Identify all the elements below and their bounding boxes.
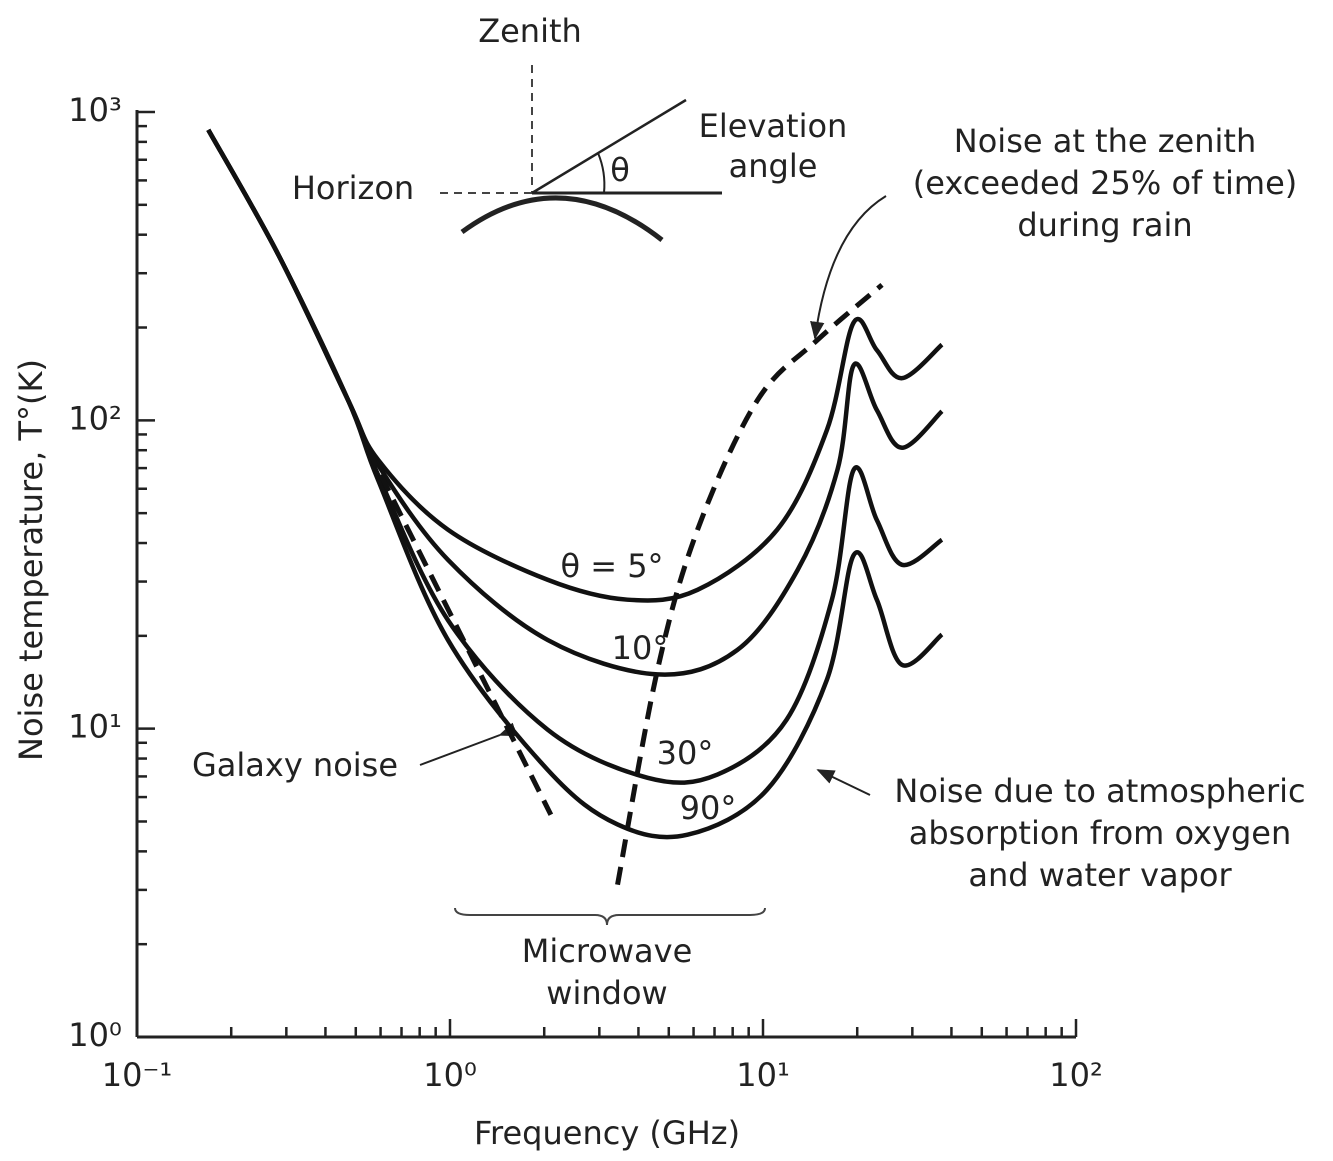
series-label: 30°: [657, 734, 714, 772]
elevation-label: angle: [729, 147, 818, 185]
x-tick-label: 10⁰: [423, 1056, 477, 1094]
y-tick-label: 10²: [68, 399, 122, 437]
galaxy-arrow: [419, 722, 518, 766]
elevation-label: Elevation: [699, 107, 848, 145]
elevation-line: [531, 98, 687, 195]
x-tick-label: 10¹: [736, 1056, 790, 1094]
atmos-arrow: [816, 769, 871, 796]
y-tick-label: 10³: [68, 91, 122, 129]
series-label: 10°: [612, 629, 669, 667]
earth-arc: [460, 195, 664, 242]
series-line: [615, 282, 884, 886]
annotation: and water vapor: [968, 856, 1232, 894]
series-annotation: (exceeded 25% of time): [913, 164, 1298, 202]
window-brace: [454, 907, 766, 926]
x-axis-label: Frequency (GHz): [474, 1114, 740, 1152]
annotation: absorption from oxygen: [909, 814, 1292, 852]
series-annotation: Noise at the zenith: [954, 122, 1256, 160]
inset: Zenith Horizon Elevation angle θ: [292, 12, 848, 242]
rain-arrow: [810, 195, 887, 340]
annotation: window: [546, 974, 667, 1012]
horizon-label: Horizon: [292, 169, 414, 207]
series-label: θ = 5°: [560, 547, 663, 585]
annotation: Noise due to atmospheric: [894, 772, 1305, 810]
series-line: [366, 448, 554, 816]
y-axis-label: Noise temperature, T°(K): [12, 359, 50, 761]
annotation: Microwave: [522, 932, 693, 970]
angle-arc: [597, 152, 606, 194]
series-line: [206, 128, 944, 840]
zenith-label: Zenith: [478, 12, 582, 50]
series-label: 90°: [680, 789, 737, 827]
series-annotation: during rain: [1017, 206, 1192, 244]
x-tick-label: 10²: [1049, 1056, 1103, 1094]
x-tick-label: 10⁻¹: [102, 1056, 172, 1094]
y-tick-label: 10⁰: [68, 1016, 122, 1054]
theta-label: θ: [610, 151, 630, 189]
y-tick-label: 10¹: [68, 708, 122, 746]
series-line: [206, 128, 944, 785]
series-label: Galaxy noise: [192, 746, 398, 784]
